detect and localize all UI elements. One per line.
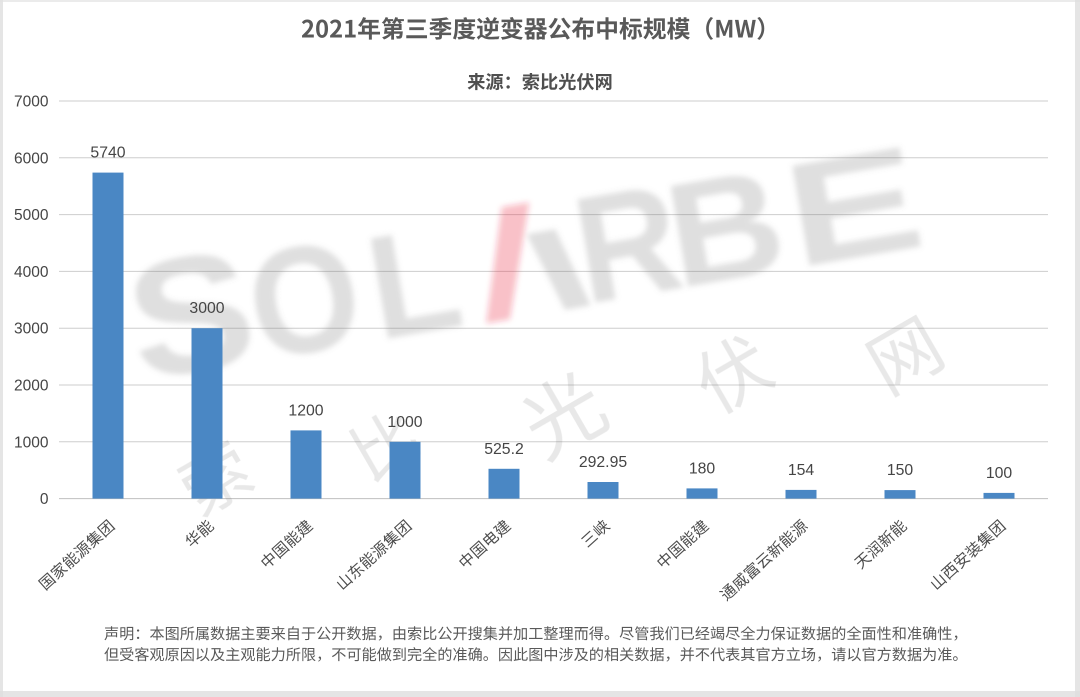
svg-text:S: S [114,213,268,415]
svg-text:3000: 3000 [189,300,224,317]
svg-text:1200: 1200 [288,402,323,419]
svg-text:154: 154 [788,462,815,479]
svg-text:5740: 5740 [90,145,125,162]
svg-text:525.2: 525.2 [484,441,524,458]
svg-text:5000: 5000 [14,207,49,224]
svg-text:292.95: 292.95 [579,454,628,471]
svg-text:E: E [774,115,934,299]
svg-text:180: 180 [689,460,716,477]
svg-text:0: 0 [40,491,49,508]
svg-text:6000: 6000 [14,150,49,167]
svg-text:100: 100 [986,465,1013,482]
svg-text:1000: 1000 [387,414,422,431]
svg-text:1000: 1000 [14,434,49,451]
svg-text:B: B [655,138,796,320]
svg-text:150: 150 [887,462,914,479]
svg-text:3000: 3000 [14,321,49,338]
svg-text:2000: 2000 [14,378,49,395]
svg-text:7000: 7000 [14,94,49,111]
svg-text:4000: 4000 [14,264,49,281]
